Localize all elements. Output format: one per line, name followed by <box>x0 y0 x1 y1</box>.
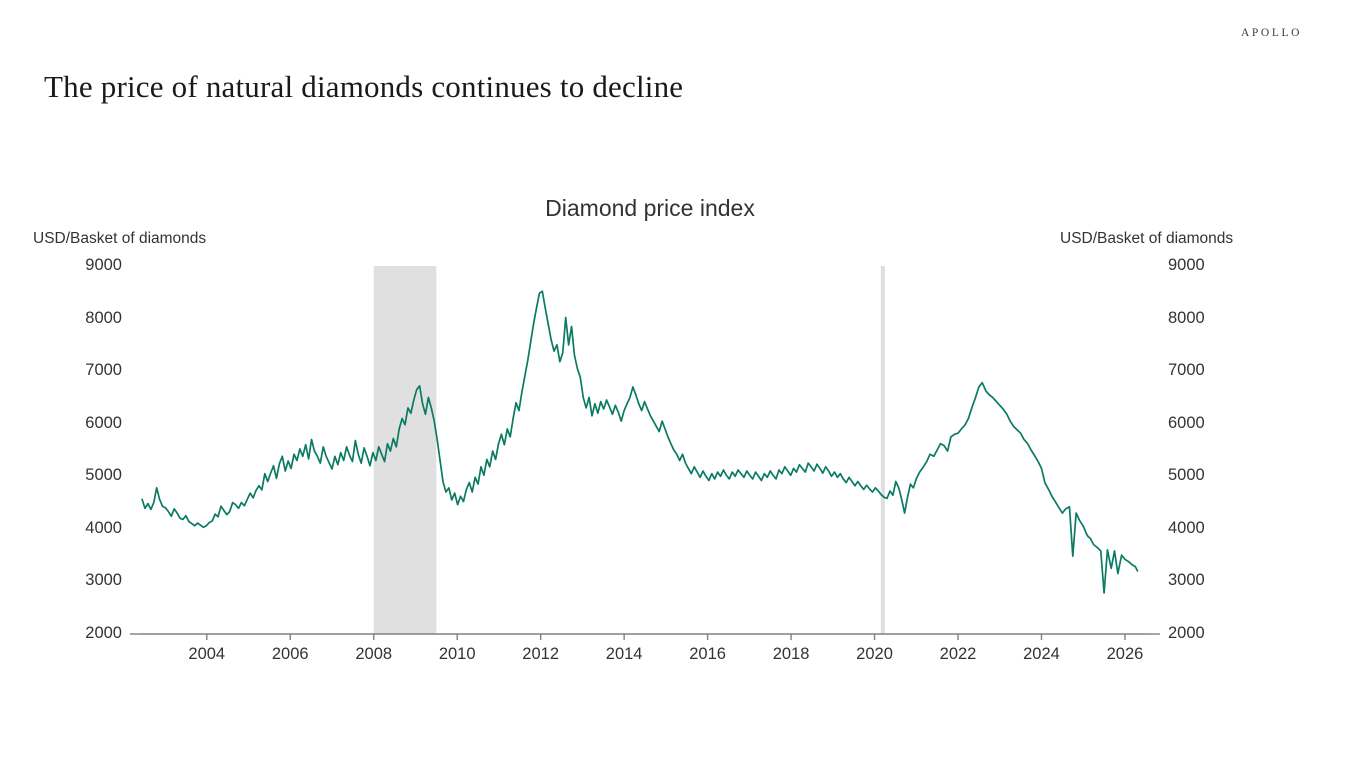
y-axis-left-tick-label: 3000 <box>85 571 122 590</box>
x-axis-tick-label: 2010 <box>438 645 476 663</box>
x-axis-tick-label: 2004 <box>188 645 226 663</box>
x-axis-tick-label: 2008 <box>355 645 393 663</box>
x-axis-tick-label: 2020 <box>856 645 893 663</box>
y-axis-left-tick-label: 9000 <box>85 256 122 274</box>
apollo-logo: APOLLO <box>1241 27 1302 39</box>
y-axis-left-tick-label: 8000 <box>85 308 122 327</box>
y-axis-right-unit-label: USD/Basket of diamonds <box>1060 230 1234 247</box>
x-axis-tick-label: 2018 <box>772 645 810 663</box>
y-axis-right-tick-label: 6000 <box>1168 413 1205 432</box>
y-axis-left-tick-label: 2000 <box>85 624 122 642</box>
x-axis-tick-marks <box>206 634 1126 640</box>
x-axis-tick-label: 2014 <box>605 645 643 663</box>
y-axis-right-tick-label: 4000 <box>1168 518 1205 537</box>
x-axis-tick-label: 2022 <box>939 645 977 663</box>
chart-title: Diamond price index <box>545 195 755 221</box>
x-axis-tick-label: 2024 <box>1023 645 1060 663</box>
y-axis-right-tick-label: 9000 <box>1168 256 1205 274</box>
y-axis-left-tick-label: 6000 <box>85 413 122 432</box>
recession-shading <box>373 266 885 634</box>
x-axis-tick-label: 2006 <box>271 645 309 663</box>
y-axis-left-tick-label: 7000 <box>85 361 122 380</box>
page-title: The price of natural diamonds continues … <box>44 68 684 104</box>
y-axis-right-tick-label: 2000 <box>1168 624 1205 642</box>
x-axis-tick-label: 2026 <box>1106 645 1144 663</box>
y-axis-right-tick-label: 5000 <box>1168 466 1205 485</box>
y-axis-left-tick-label: 5000 <box>85 466 122 485</box>
y-axis-right-tick-label: 3000 <box>1168 571 1205 590</box>
y-axis-left-tick-label: 4000 <box>85 518 122 537</box>
y-axis-right-tick-label: 8000 <box>1168 308 1205 327</box>
x-axis-tick-label: 2016 <box>689 645 726 663</box>
x-axis-tick-label: 2012 <box>522 645 560 663</box>
y-axis-right-tick-label: 7000 <box>1168 361 1205 380</box>
y-axis-left-unit-label: USD/Basket of diamonds <box>33 230 207 247</box>
price-index-line <box>141 290 1139 594</box>
